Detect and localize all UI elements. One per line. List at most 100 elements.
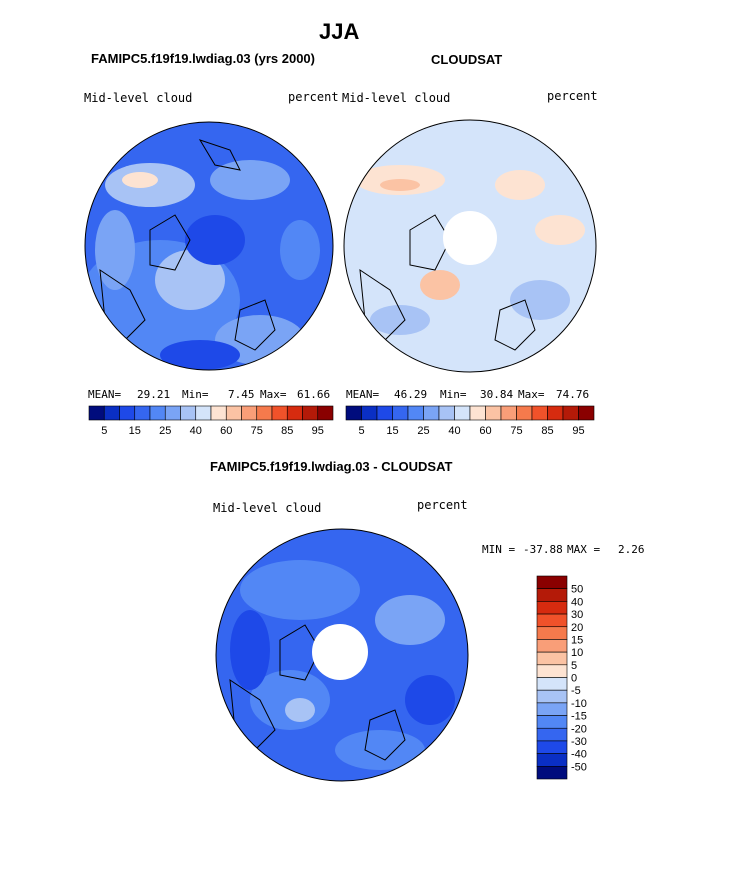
model-map-region bbox=[210, 160, 290, 200]
obs-colorbar-swatch bbox=[423, 405, 440, 421]
model-colorbar-swatch bbox=[88, 405, 105, 421]
diff-colorbar-swatch bbox=[536, 639, 568, 653]
diff-colorbar-tick-label: 40 bbox=[571, 596, 583, 608]
model-colorbar-tick-label: 40 bbox=[190, 425, 202, 437]
diff-colorbar-swatch bbox=[536, 664, 568, 678]
diff-colorbar-swatch bbox=[536, 689, 568, 704]
model-colorbar-swatch bbox=[164, 405, 181, 421]
diff-map-region bbox=[405, 675, 455, 725]
obs-map-region bbox=[495, 170, 545, 200]
diff-colorbar-tick-label: -20 bbox=[571, 723, 587, 735]
model-mean-label: MEAN= bbox=[88, 388, 122, 401]
diff-polar-hole bbox=[312, 624, 368, 680]
diff-panel-title: FAMIPC5.f19f19.lwdiag.03 - CLOUDSAT bbox=[210, 459, 453, 474]
obs-colorbar-swatch bbox=[516, 405, 533, 421]
diff-colorbar-tick-label: 15 bbox=[571, 634, 583, 646]
model-colorbar-tick-label: 25 bbox=[159, 425, 171, 437]
obs-colorbar-tick-label: 40 bbox=[448, 425, 460, 437]
diff-field-label: Mid-level cloud bbox=[213, 501, 322, 515]
obs-colorbar-tick-label: 60 bbox=[479, 425, 491, 437]
model-colorbar-swatch bbox=[210, 405, 227, 421]
diff-max-label: MAX = bbox=[567, 543, 601, 556]
diff-colorbar-tick-label: 50 bbox=[571, 584, 583, 596]
diff-colorbar-swatch bbox=[536, 740, 568, 754]
obs-colorbar-swatch bbox=[485, 405, 502, 421]
model-colorbar-tick-label: 15 bbox=[129, 425, 141, 437]
obs-map-region bbox=[510, 280, 570, 320]
model-colorbar-swatch bbox=[256, 405, 273, 421]
diff-colorbar-tick-label: -15 bbox=[571, 711, 587, 723]
obs-mean-value: 46.29 bbox=[394, 388, 428, 401]
diff-colorbar-swatch bbox=[536, 575, 568, 589]
model-colorbar-tick-label: 95 bbox=[312, 425, 324, 437]
model-colorbar-swatch bbox=[286, 405, 303, 421]
diff-colorbar-swatch bbox=[536, 753, 568, 767]
obs-colorbar-tick-label: 75 bbox=[510, 425, 522, 437]
obs-coastline bbox=[359, 268, 406, 341]
model-coastline bbox=[198, 139, 241, 171]
diff-coastline bbox=[364, 709, 406, 761]
diff-colorbar-tick-label: -30 bbox=[571, 736, 587, 748]
obs-coastline bbox=[409, 214, 451, 271]
obs-colorbar-tick-label: 95 bbox=[572, 425, 584, 437]
model-polar-map bbox=[84, 121, 334, 371]
model-field-label: Mid-level cloud bbox=[84, 91, 193, 105]
obs-max-value: 74.76 bbox=[556, 388, 590, 401]
model-colorbar-swatch bbox=[149, 405, 166, 421]
obs-colorbar-tick-label: 85 bbox=[541, 425, 553, 437]
model-colorbar-tick-label: 60 bbox=[220, 425, 232, 437]
obs-colorbar-swatch bbox=[454, 405, 471, 421]
model-coastline bbox=[234, 299, 276, 351]
model-map-region bbox=[160, 340, 240, 370]
diff-colorbar-swatch bbox=[536, 626, 568, 640]
diff-colorbar-tick-label: -5 bbox=[571, 685, 581, 697]
diff-colorbar-swatch bbox=[536, 613, 568, 628]
obs-polar-map bbox=[343, 119, 597, 373]
obs-coastline bbox=[494, 299, 536, 351]
obs-map-region bbox=[380, 179, 420, 191]
diff-colorbar-swatch bbox=[536, 588, 568, 602]
diff-polar-map bbox=[215, 528, 469, 782]
diff-colorbar-tick-label: -50 bbox=[571, 761, 587, 773]
obs-map-region bbox=[535, 215, 585, 245]
model-map-region bbox=[122, 172, 158, 188]
obs-min-value: 30.84 bbox=[480, 388, 514, 401]
model-map-border bbox=[84, 121, 334, 371]
model-colorbar-swatch bbox=[134, 405, 151, 421]
obs-colorbar-swatch bbox=[361, 405, 378, 421]
diff-map-region bbox=[335, 730, 425, 770]
diff-colorbar-swatch bbox=[536, 715, 568, 729]
diff-colorbar-tick-label: 20 bbox=[571, 622, 583, 634]
diff-colorbar-tick-label: 0 bbox=[571, 673, 577, 685]
model-coastline bbox=[149, 214, 191, 271]
diff-colorbar-swatch bbox=[536, 677, 568, 691]
obs-colorbar-swatch bbox=[562, 405, 579, 421]
diff-colorbar-tick-label: 5 bbox=[571, 660, 577, 672]
model-map-region bbox=[185, 215, 245, 265]
obs-colorbar-swatch bbox=[438, 405, 455, 421]
diff-min-label: MIN = bbox=[482, 543, 516, 556]
obs-colorbar-swatch bbox=[392, 405, 409, 421]
diff-colorbar-swatch bbox=[536, 601, 568, 615]
diff-colorbar-swatch bbox=[536, 766, 568, 780]
model-colorbar-tick-label: 5 bbox=[101, 425, 107, 437]
model-max-value: 61.66 bbox=[297, 388, 331, 401]
model-min-label: Min= bbox=[182, 388, 209, 401]
model-panel-title: FAMIPC5.f19f19.lwdiag.03 (yrs 2000) bbox=[91, 51, 315, 66]
model-colorbar-swatch bbox=[119, 405, 136, 421]
diff-colorbar-swatch bbox=[536, 651, 568, 666]
model-map-region bbox=[95, 210, 135, 290]
obs-colorbar: 5 15 25 40 60 75 85 95 bbox=[345, 405, 595, 437]
figure-title: JJA bbox=[319, 19, 360, 44]
diff-min-value: -37.88 bbox=[523, 543, 563, 556]
diff-map-region bbox=[230, 610, 270, 690]
obs-colorbar-tick-label: 5 bbox=[358, 425, 364, 437]
diff-colorbar-tick-label: -40 bbox=[571, 749, 587, 761]
model-colorbar-swatch bbox=[225, 405, 242, 421]
model-map-region bbox=[155, 250, 225, 310]
diff-map-region bbox=[285, 698, 315, 722]
obs-map-region bbox=[420, 270, 460, 300]
obs-polar-hole bbox=[443, 211, 497, 265]
obs-panel-title: CLOUDSAT bbox=[431, 52, 503, 67]
